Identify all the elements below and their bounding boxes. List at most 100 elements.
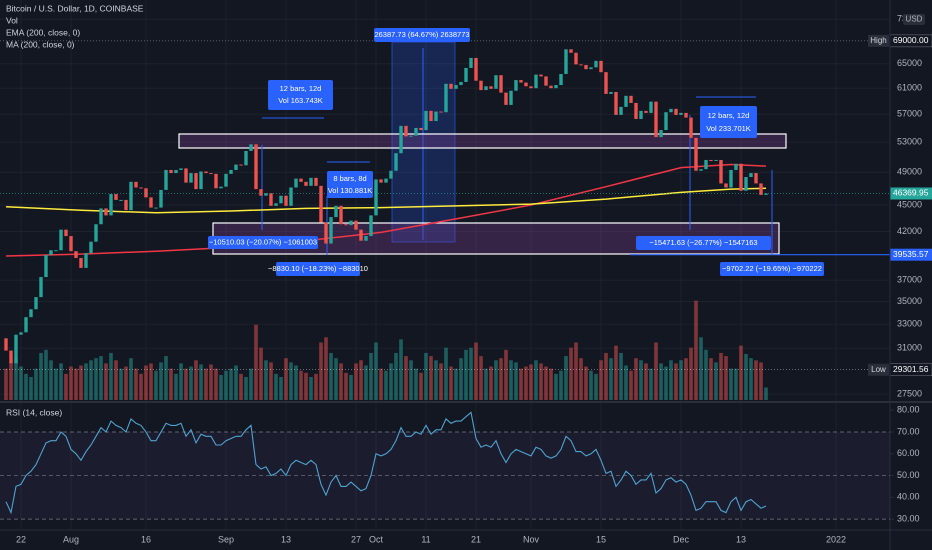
- candle-body: [119, 199, 123, 201]
- volume-bar: [759, 362, 763, 400]
- annotation-text: Vol 233.701K: [706, 124, 751, 133]
- volume-bar: [94, 358, 98, 400]
- candle-body: [354, 220, 358, 230]
- candle-body: [499, 75, 503, 93]
- candle-body: [349, 220, 353, 226]
- y-tick-label: 37000: [897, 275, 922, 285]
- volume-bar: [159, 362, 163, 400]
- candle-body: [574, 52, 578, 65]
- annotation: 26387.73 (64.67%) 2638773: [374, 28, 470, 42]
- volume-bar: [299, 370, 303, 400]
- price-marker-tag-label: Low: [871, 365, 886, 374]
- volume-bar: [364, 365, 368, 400]
- candle-body: [474, 57, 478, 81]
- volume-bar: [594, 373, 598, 400]
- candle-body: [559, 73, 563, 86]
- y-tick-label: 42000: [897, 226, 922, 236]
- candle-body: [224, 173, 228, 187]
- volume-bar: [539, 363, 543, 400]
- candle-body: [689, 117, 693, 138]
- volume-bar: [739, 345, 743, 400]
- y-tick-label: 31000: [897, 342, 922, 352]
- volume-bar: [39, 352, 43, 400]
- volume-bar: [89, 360, 93, 400]
- annotation-text: 12 bars, 12d: [708, 111, 750, 120]
- zone-box: [178, 133, 787, 149]
- volume-bar: [589, 370, 593, 400]
- candle-body: [684, 112, 688, 118]
- x-tick-label: 11: [421, 534, 430, 544]
- legend-entry: Vol: [6, 15, 18, 25]
- candle-body: [544, 76, 548, 86]
- volume-bar: [114, 360, 118, 400]
- volume-bar: [469, 347, 473, 400]
- candle-body: [739, 163, 743, 191]
- candle-body: [89, 241, 93, 254]
- volume-bar: [674, 363, 678, 400]
- candle-body: [489, 86, 493, 89]
- volume-bar: [664, 366, 668, 400]
- candle-body: [654, 101, 658, 138]
- candle-body: [169, 169, 173, 174]
- x-tick-label: Oct: [369, 534, 384, 544]
- volume-bar: [199, 364, 203, 400]
- candle-body: [209, 173, 213, 175]
- annotation-text: −15471.63 (−26.77%) −1547163: [649, 238, 757, 247]
- volume-bar: [434, 360, 438, 400]
- candle-body: [39, 277, 43, 298]
- volume-bar: [69, 366, 73, 400]
- candle-body: [84, 253, 88, 268]
- volume-bar: [49, 360, 53, 400]
- candle-body: [244, 150, 248, 166]
- y-tick-label: 53000: [897, 137, 922, 147]
- candle-body: [29, 309, 33, 318]
- rsi-tick-label: 40.00: [897, 492, 920, 502]
- candle-body: [754, 173, 758, 184]
- candle-body: [659, 130, 663, 138]
- candle-body: [409, 135, 413, 137]
- volume-bar: [374, 342, 378, 400]
- volume-bar: [119, 368, 123, 400]
- candle-body: [454, 85, 458, 89]
- volume-bar: [619, 352, 623, 400]
- volume-bar: [319, 342, 323, 400]
- candle-body: [64, 229, 68, 237]
- volume-bar: [264, 360, 268, 400]
- candle-body: [549, 85, 553, 89]
- candle-body: [524, 82, 528, 87]
- volume-bar: [404, 356, 408, 400]
- volume-bar: [24, 373, 28, 400]
- candle-body: [359, 229, 363, 241]
- annotation: 12 bars, 12d Vol 163.743K: [268, 80, 333, 110]
- volume-bar: [444, 347, 448, 400]
- volume-bar: [349, 374, 353, 400]
- candle-body: [134, 181, 138, 188]
- candle-body: [194, 173, 198, 190]
- y-tick-label: 45000: [897, 199, 922, 209]
- candle-body: [164, 169, 168, 190]
- candle-body: [724, 183, 728, 188]
- candle-body: [484, 86, 488, 91]
- annotation-box: [208, 236, 318, 249]
- annotation-text: 26387.73 (64.67%) 2638773: [374, 30, 469, 39]
- volume-bar: [549, 368, 553, 400]
- candle-body: [709, 159, 713, 161]
- candle-body: [424, 110, 428, 131]
- volume-bar: [509, 360, 513, 400]
- volume-bar: [479, 356, 483, 400]
- candle-body: [74, 251, 78, 258]
- candle-body: [599, 60, 603, 73]
- candle-body: [519, 80, 523, 83]
- x-tick-label: Sep: [218, 534, 234, 544]
- candle-body: [619, 106, 623, 115]
- annotation-box: [374, 28, 470, 42]
- candle-body: [264, 193, 268, 196]
- candle-body: [249, 144, 253, 151]
- candle-body: [529, 86, 533, 89]
- annotation: −9702.22 (−19.65%) −970222: [720, 262, 824, 276]
- candle-body: [374, 179, 378, 216]
- volume-bar: [714, 362, 718, 400]
- volume-bar: [169, 368, 173, 400]
- volume-bar: [219, 374, 223, 400]
- annotation-box: [276, 262, 360, 276]
